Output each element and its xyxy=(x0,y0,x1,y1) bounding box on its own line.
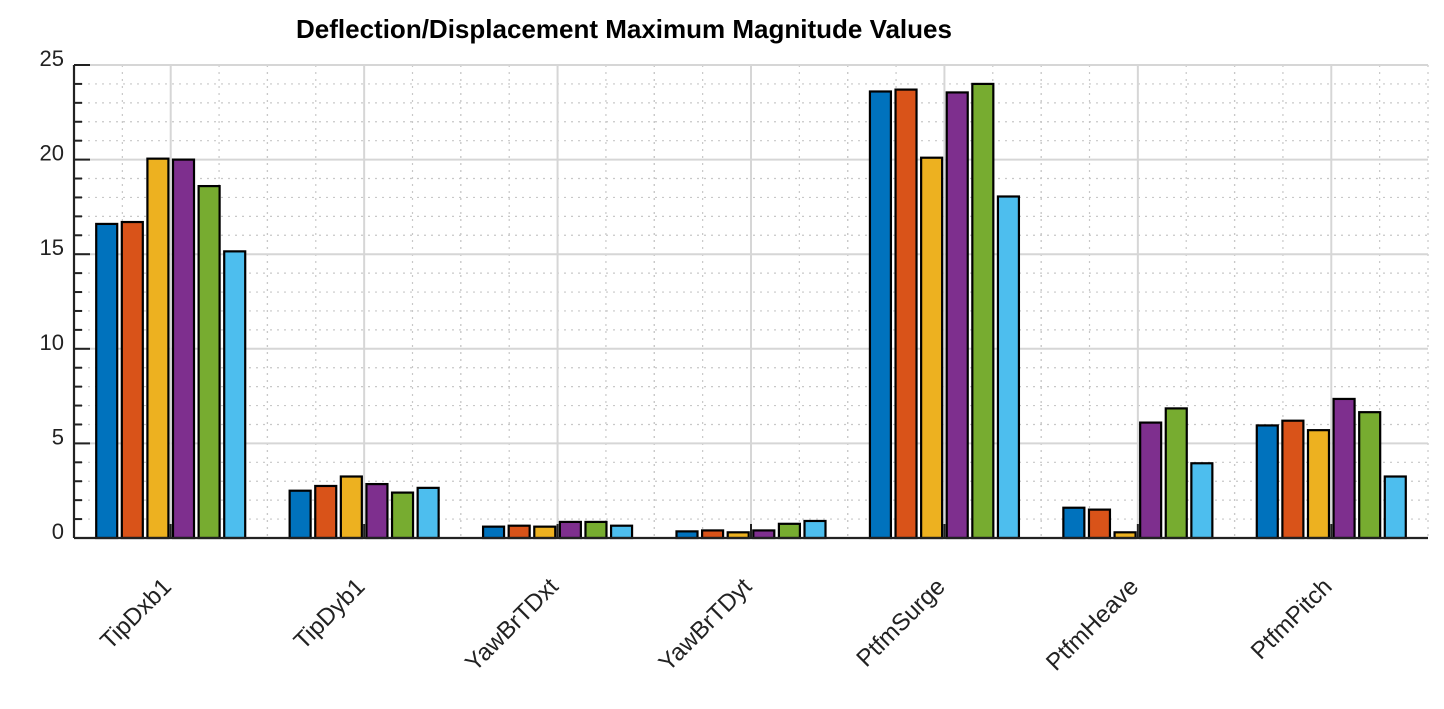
y-tick-label: 25 xyxy=(40,46,64,71)
y-tick-label: 15 xyxy=(40,235,64,260)
bar-ptfmsurge-s4 xyxy=(945,91,969,540)
bar-tipdyb1-s2 xyxy=(314,484,338,540)
y-tick-label: 20 xyxy=(40,141,64,166)
bar-tipdyb1-s4 xyxy=(365,482,389,540)
x-tick-label: TipDyb1 xyxy=(289,573,371,655)
x-tick-label: PtfmHeave xyxy=(1041,573,1144,676)
x-tick-label: YawBrTDxt xyxy=(460,573,564,677)
bars-group xyxy=(95,82,1407,540)
bar-ptfmpitch-s6 xyxy=(1383,475,1407,540)
bar-tipdxb1-s4 xyxy=(171,158,196,540)
chart-title: Deflection/Displacement Maximum Magnitud… xyxy=(296,14,952,44)
x-tick-labels: TipDxb1 TipDyb1 YawBrTDxt YawBrTDyt PtfmSurg… xyxy=(95,573,1337,677)
bar-yawbrtdyt-s5 xyxy=(777,522,802,540)
bar-ptfmsurge-s6 xyxy=(996,195,1021,540)
bar-ptfmheave-s5 xyxy=(1164,407,1188,540)
bar-ptfmheave-s6 xyxy=(1190,462,1214,540)
bar-ptfmsurge-s1 xyxy=(868,90,893,540)
major-grid xyxy=(74,64,1428,539)
bar-yawbrtdxt-s2 xyxy=(507,524,531,540)
bar-tipdyb1-s3 xyxy=(339,475,363,540)
bar-tipdxb1-s1 xyxy=(95,222,119,540)
bar-ptfmpitch-s1 xyxy=(1255,424,1279,540)
bar-yawbrtdyt-s2 xyxy=(700,529,725,540)
y-tick-label: 10 xyxy=(40,330,64,355)
bar-tipdyb1-s6 xyxy=(416,486,440,540)
bar-ptfmheave-s1 xyxy=(1062,506,1086,540)
bar-yawbrtdxt-s1 xyxy=(481,525,506,540)
bar-yawbrtdyt-s6 xyxy=(803,519,827,540)
bar-ptfmsurge-s3 xyxy=(920,156,944,540)
bar-tipdyb1-s5 xyxy=(390,491,415,540)
x-tick-label: PtfmSurge xyxy=(851,573,950,672)
bar-ptfmpitch-s4 xyxy=(1332,397,1356,540)
x-tick-label: YawBrTDyt xyxy=(654,573,758,677)
bar-tipdxb1-s5 xyxy=(197,184,221,540)
y-tick-label: 0 xyxy=(52,519,64,544)
bar-ptfmpitch-s3 xyxy=(1306,429,1331,540)
bar-ptfmsurge-s2 xyxy=(894,88,918,540)
bar-yawbrtdxt-s5 xyxy=(584,520,608,540)
y-tick-label: 5 xyxy=(52,424,64,449)
bar-ptfmpitch-s2 xyxy=(1281,419,1305,540)
bar-tipdxb1-s6 xyxy=(223,250,247,540)
bar-ptfmsurge-s5 xyxy=(971,82,995,540)
y-tick-labels: 0 5 10 15 20 25 xyxy=(40,46,64,544)
bar-ptfmheave-s4 xyxy=(1139,421,1163,540)
bar-tipdxb1-s2 xyxy=(120,220,144,540)
bar-ptfmheave-s2 xyxy=(1087,508,1112,540)
bar-yawbrtdxt-s4 xyxy=(558,520,582,540)
x-tick-label: TipDxb1 xyxy=(95,573,177,655)
bar-tipdyb1-s1 xyxy=(288,489,312,540)
bar-yawbrtdxt-s6 xyxy=(609,524,634,540)
bar-ptfmpitch-s5 xyxy=(1358,411,1382,540)
bar-yawbrtdyt-s4 xyxy=(752,529,776,540)
x-tick-label: PtfmPitch xyxy=(1246,573,1338,665)
bar-yawbrtdxt-s3 xyxy=(533,525,557,540)
bar-tipdxb1-s3 xyxy=(146,157,170,540)
axes xyxy=(72,64,1428,540)
minor-grid xyxy=(73,65,1429,538)
